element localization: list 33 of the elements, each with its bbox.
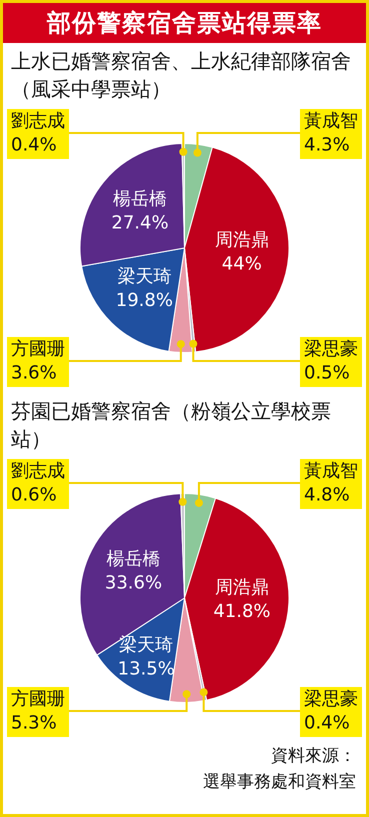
data-label: 4.3% [304,134,350,156]
slice-label: 周浩鼎 [214,577,269,598]
data-label: 0.4% [304,712,350,734]
slice-label: 梁天琦 [117,266,172,287]
data-label: 0.5% [304,362,350,384]
data-label: 0.6% [11,484,57,506]
data-label: 41.8% [213,601,271,622]
slice-label: 方國珊 [11,338,65,360]
data-label: 19.8% [116,290,173,311]
slice-label: 黃成智 [304,460,358,482]
data-label: 3.6% [11,362,57,384]
slice-label: 劉志成 [11,110,65,132]
slice-label: 梁思豪 [304,688,358,710]
slice-label: 劉志成 [11,460,65,482]
source-note: 資料來源： [270,745,357,768]
data-label: 27.4% [111,212,169,234]
text: 選舉事務處和資料室 [202,771,357,794]
data-label: 13.5% [118,658,175,680]
slice-label: 梁思豪 [304,338,358,360]
data-label: 5.3% [11,712,57,734]
chart-title: 部份警察宿舍票站得票率 [3,3,366,43]
data-label: 33.6% [104,572,162,594]
slice-label: 楊岳橋 [106,548,160,570]
slice-label: 楊岳橋 [112,188,167,210]
slice-label: 方國珊 [11,688,65,710]
slice-label: 梁天琦 [119,634,174,656]
chart-subtitle: 上水已婚警察宿舍、上水紀律部隊宿舍（風采中學票站） [10,48,352,103]
data-label: 0.4% [11,134,57,156]
chart-title: 芬園已婚警察宿舍（粉嶺公立學校票站） [10,398,332,453]
slice-label: 黃成智 [304,110,358,132]
slice-label: 周浩鼎 [214,229,269,250]
data-label: 44% [222,253,262,274]
data-label: 4.8% [304,484,350,506]
